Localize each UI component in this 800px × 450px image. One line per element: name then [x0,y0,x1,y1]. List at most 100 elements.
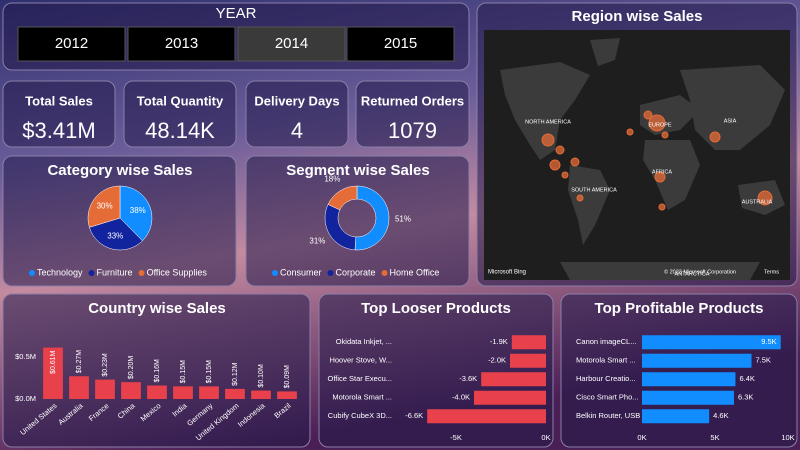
kpi-label: Returned Orders [361,93,464,108]
chart-title: Country wise Sales [88,300,226,317]
legend-marker [272,270,278,276]
kpi-card [2,80,116,148]
continents [500,38,785,280]
bar [95,379,115,399]
legend-label: Technology [37,267,83,277]
x-tick-label: -5K [450,433,462,442]
bar [511,335,546,350]
slice [87,185,121,228]
bar [199,386,219,399]
slice [119,185,153,242]
slice [89,217,143,251]
y-tick-label: Office Star Execu... [328,374,392,383]
value-label: $0.23M [102,353,109,377]
country-panel [2,293,311,448]
legend-label: Consumer [280,267,322,277]
value-label: 6.3K [738,393,753,402]
year-button[interactable] [17,26,126,62]
map-label: SOUTH AMERICA [571,187,617,193]
map-title: Region wise Sales [572,8,703,25]
map-terms[interactable]: Terms [764,269,779,275]
bar [642,372,736,387]
map-label: NORTH AMERICA [525,119,571,125]
slice [327,185,358,211]
year-button[interactable] [127,26,236,62]
x-tick-label: 5K [710,433,719,442]
year-button[interactable] [237,26,346,62]
bar [642,390,734,405]
map-label: AFRICA [652,169,673,175]
kpi-card [245,80,349,148]
bar [121,382,141,399]
bar [225,388,245,399]
kpi-value: 4 [291,118,303,143]
legend-label: Home Office [390,267,440,277]
bar [474,390,546,405]
map-copyright: © 2023 Microsoft Corporation [664,268,736,275]
value-label: -2.0K [488,356,506,365]
slice-label: 30% [97,202,113,211]
kpi-label: Delivery Days [254,93,339,108]
bar [277,391,297,399]
value-label: $0.20M [128,356,135,380]
slice [354,185,390,251]
slice-label: 51% [395,215,411,224]
segment-panel [245,155,470,287]
chart-title: Segment wise Sales [286,162,429,179]
y-tick-label: Harbour Creatio... [576,374,636,383]
legend-marker [381,270,388,276]
year-button[interactable] [346,26,455,62]
value-label: -4.0K [452,393,470,402]
kpi-value: 1079 [388,118,437,143]
slice-label: 33% [107,232,123,241]
value-label: $0.27M [76,350,83,374]
y-tick-label: Cubify CubeX 3D... [328,411,392,420]
y-tick-label: Motorola Smart ... [332,393,392,402]
kpi-label: Total Sales [25,93,93,108]
y-tick-label: $0.5M [15,352,36,361]
legend-label: Furniture [97,267,133,277]
map-attribution: Microsoft Bing [488,270,526,276]
legend-label: Office Supplies [147,267,208,277]
map-bubbles [541,110,773,211]
y-tick-label: Okidata Inkjet, ... [336,337,392,346]
legend-label: Corporate [336,267,376,277]
x-tick-label: 0K [637,433,646,442]
value-label: 6.4K [739,374,754,383]
slice-label: 38% [130,206,146,215]
value-label: -1.9K [490,337,508,346]
year-label: 2012 [55,35,88,52]
chart-title: Top Profitable Products [595,300,764,317]
y-tick-label: Cisco Smart Pho... [576,393,639,402]
map-label: ANTARCTICA [675,271,710,277]
bar [69,376,89,399]
year-label: 2014 [275,35,308,52]
value-label: $0.15M [206,360,213,384]
chart-title: Top Looser Products [361,300,511,317]
kpi-value: $3.41M [22,118,95,143]
looser-panel [318,293,554,448]
value-label: $0.61M [50,350,57,374]
value-label: $0.15M [180,360,187,384]
bar [147,385,167,399]
value-label: $0.16M [154,359,161,383]
x-tick-label: 0K [541,433,550,442]
profitable-panel [560,293,798,448]
kpi-label: Total Quantity [137,93,224,108]
bar [642,353,752,368]
map-label: ASIA [724,118,737,124]
map-label: EUROPE [648,122,672,128]
y-tick-label: Canon imageCL... [576,337,636,346]
slice-label: 18% [324,174,340,183]
bar [481,372,546,387]
value-label: 7.5K [756,356,771,365]
bar [642,409,710,424]
legend-marker [327,270,334,276]
y-tick-label: $0.0M [15,394,36,403]
kpi-value: 48.14K [145,118,215,143]
x-tick-label: 10K [781,433,794,442]
value-label: $0.09M [284,365,291,389]
bar [427,409,546,424]
legend-marker [88,270,95,276]
